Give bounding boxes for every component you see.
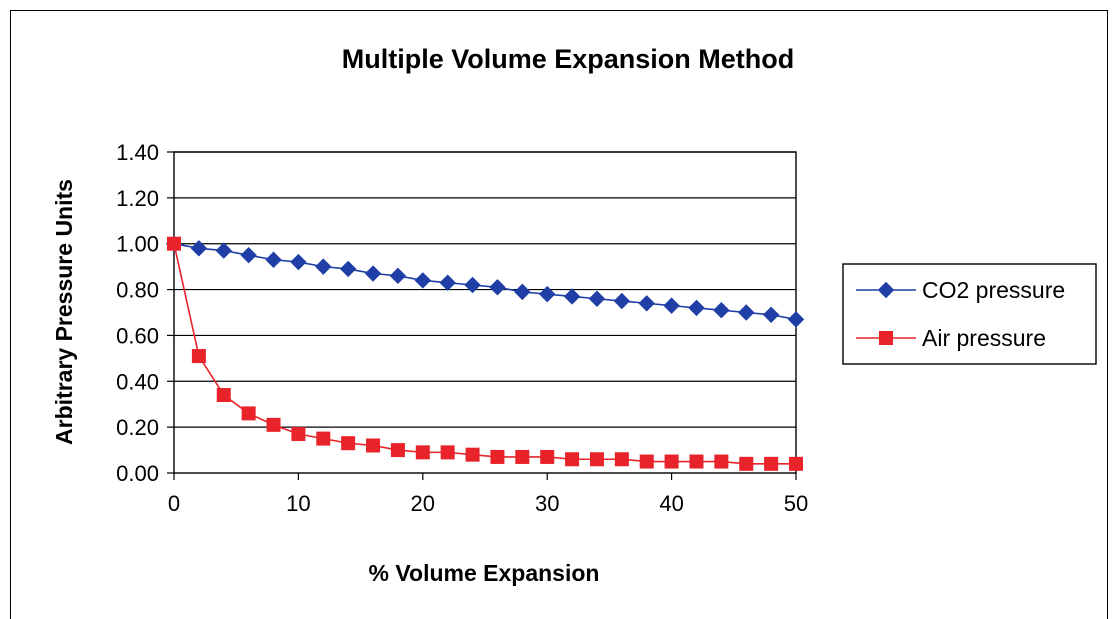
y-axis-label: Arbitrary Pressure Units bbox=[51, 179, 77, 445]
y-tick-labels: 0.00 0.20 0.40 0.60 0.80 1.00 1.20 1.40 bbox=[116, 140, 159, 486]
x-tick-label: 20 bbox=[411, 491, 435, 516]
data-point bbox=[439, 274, 456, 291]
data-point bbox=[364, 265, 382, 282]
legend-label: CO2 pressure bbox=[922, 277, 1065, 303]
gridlines bbox=[167, 151, 796, 474]
series-air-pressure bbox=[167, 236, 803, 471]
data-point bbox=[464, 276, 481, 294]
data-point bbox=[565, 452, 580, 467]
data-point bbox=[291, 427, 306, 442]
data-point bbox=[588, 290, 606, 307]
data-point bbox=[638, 295, 655, 312]
data-point bbox=[688, 299, 705, 317]
data-point bbox=[514, 283, 531, 301]
data-point bbox=[639, 454, 654, 469]
y-tick-label: 0.20 bbox=[116, 415, 159, 440]
data-point bbox=[190, 240, 208, 257]
y-tick-label: 1.00 bbox=[116, 232, 159, 257]
y-tick-label: 1.20 bbox=[116, 186, 159, 211]
data-point bbox=[339, 260, 357, 278]
x-tick-label: 10 bbox=[286, 491, 310, 516]
data-point bbox=[738, 304, 755, 321]
x-axis-label: % Volume Expansion bbox=[369, 560, 600, 586]
data-point bbox=[714, 454, 729, 469]
x-tick-labels: 0 10 20 30 40 50 bbox=[168, 491, 808, 516]
data-point bbox=[613, 292, 631, 310]
y-tick-label: 0.60 bbox=[116, 323, 159, 348]
data-point bbox=[240, 246, 257, 264]
data-point bbox=[265, 251, 282, 268]
data-point bbox=[241, 406, 256, 421]
data-point bbox=[191, 349, 206, 364]
data-point bbox=[663, 297, 680, 314]
legend: CO2 pressure Air pressure bbox=[842, 263, 1097, 365]
data-point bbox=[465, 447, 480, 462]
x-tick-label: 0 bbox=[168, 491, 180, 516]
data-point bbox=[167, 236, 181, 251]
data-point bbox=[415, 445, 430, 460]
y-tick-label: 0.40 bbox=[116, 369, 159, 394]
data-point bbox=[216, 388, 231, 403]
data-point bbox=[290, 253, 307, 271]
data-point bbox=[315, 258, 332, 275]
data-point bbox=[389, 267, 407, 285]
data-point bbox=[689, 454, 704, 469]
data-point bbox=[762, 306, 780, 323]
data-point bbox=[390, 443, 405, 458]
x-tick-label: 40 bbox=[659, 491, 683, 516]
y-tick-label: 0.00 bbox=[116, 461, 159, 486]
data-point bbox=[540, 449, 555, 464]
data-point bbox=[489, 279, 506, 296]
data-point bbox=[739, 456, 754, 471]
data-point bbox=[589, 452, 604, 467]
data-point bbox=[366, 438, 381, 453]
data-point bbox=[316, 431, 331, 446]
data-point bbox=[787, 311, 805, 328]
data-point bbox=[764, 456, 779, 471]
y-tick-label: 0.80 bbox=[116, 278, 159, 303]
series-group bbox=[165, 235, 805, 471]
data-point bbox=[563, 288, 581, 305]
legend-label: Air pressure bbox=[922, 325, 1046, 351]
data-point bbox=[341, 436, 356, 451]
data-point bbox=[515, 449, 530, 464]
y-tick-label: 1.40 bbox=[116, 140, 159, 165]
legend-marker bbox=[879, 331, 893, 345]
data-point bbox=[538, 285, 556, 303]
data-point bbox=[215, 242, 232, 259]
chart-frame bbox=[10, 10, 1108, 619]
series-co2-pressure bbox=[165, 235, 805, 328]
data-point bbox=[713, 302, 730, 319]
data-point bbox=[266, 417, 281, 432]
legend-marker bbox=[877, 281, 895, 299]
data-point bbox=[414, 272, 432, 289]
data-point bbox=[664, 454, 679, 469]
data-point bbox=[440, 445, 455, 460]
data-point bbox=[789, 456, 803, 471]
data-point bbox=[614, 452, 629, 467]
chart-title: Multiple Volume Expansion Method bbox=[342, 44, 795, 74]
x-tick-label: 50 bbox=[784, 491, 808, 516]
data-point bbox=[490, 449, 505, 464]
legend-box bbox=[842, 263, 1097, 365]
x-tick-label: 30 bbox=[535, 491, 559, 516]
